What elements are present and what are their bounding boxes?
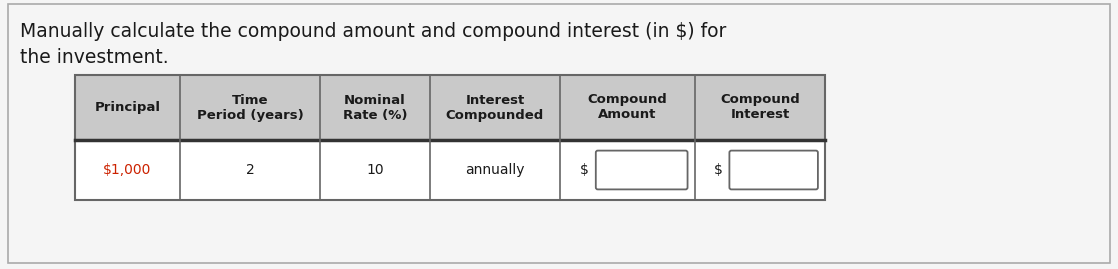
Text: $: $ <box>580 163 589 177</box>
FancyBboxPatch shape <box>8 4 1110 263</box>
Text: Nominal
Rate (%): Nominal Rate (%) <box>343 94 407 122</box>
Bar <box>75 75 825 200</box>
Text: Manually calculate the compound amount and compound interest (in $) for: Manually calculate the compound amount a… <box>20 22 727 41</box>
Text: 10: 10 <box>367 163 383 177</box>
FancyBboxPatch shape <box>729 151 818 189</box>
Text: annually: annually <box>465 163 524 177</box>
Text: Compound
Amount: Compound Amount <box>588 94 667 122</box>
Bar <box>75 75 825 140</box>
Text: Time
Period (years): Time Period (years) <box>197 94 303 122</box>
Text: Compound
Interest: Compound Interest <box>720 94 799 122</box>
Bar <box>75 75 825 200</box>
Bar <box>75 140 825 200</box>
Text: $1,000: $1,000 <box>103 163 152 177</box>
FancyBboxPatch shape <box>596 151 688 189</box>
Text: $: $ <box>714 163 723 177</box>
Text: 2: 2 <box>246 163 255 177</box>
Text: Interest
Compounded: Interest Compounded <box>446 94 544 122</box>
Text: Principal: Principal <box>95 101 161 114</box>
Text: the investment.: the investment. <box>20 48 169 67</box>
